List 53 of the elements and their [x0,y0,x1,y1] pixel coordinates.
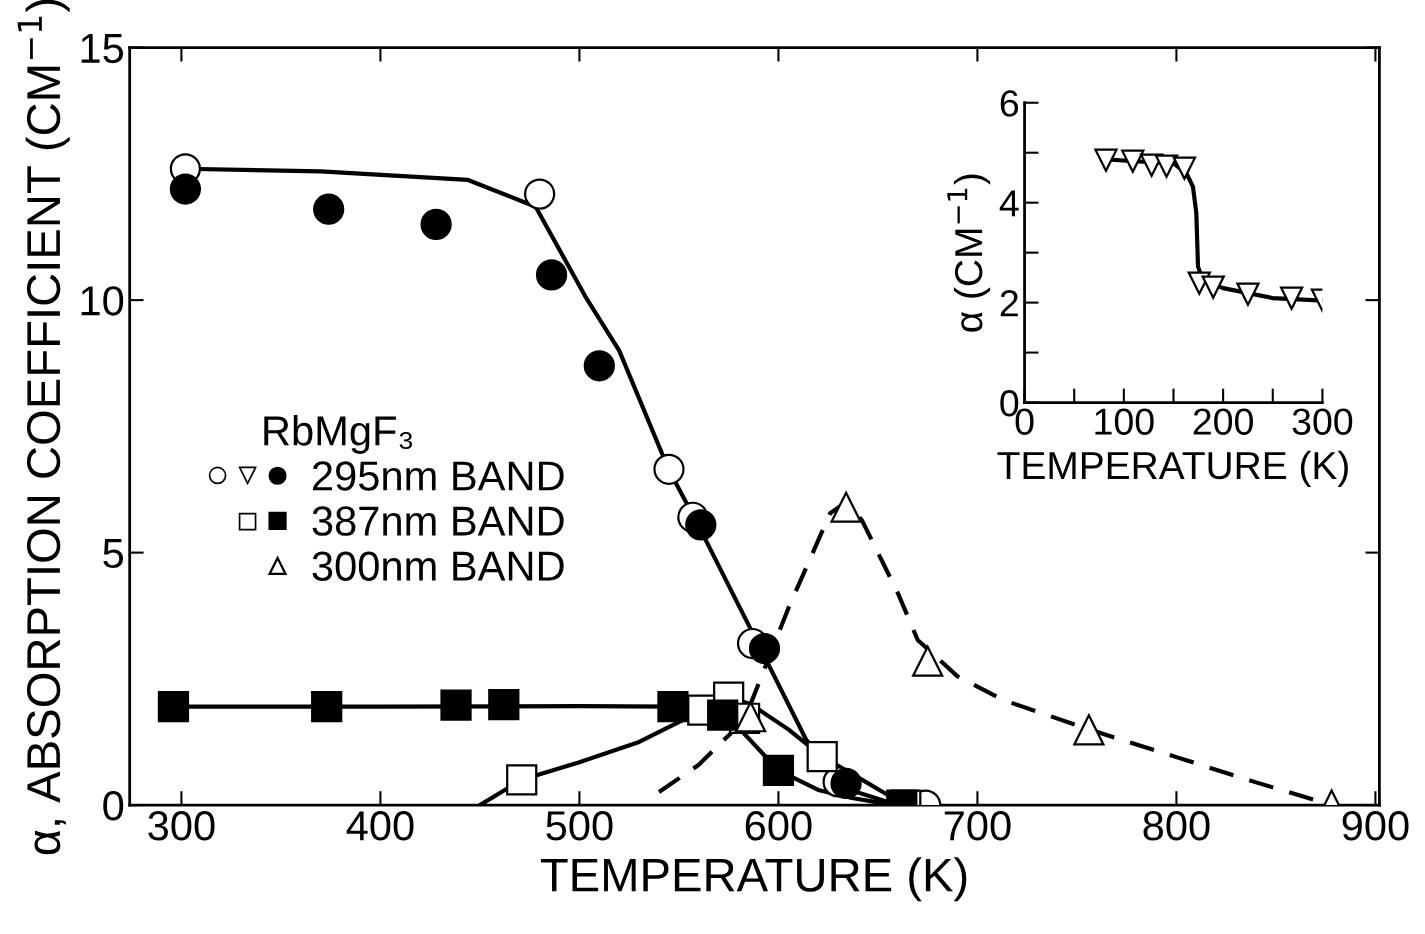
y-tick-label: 4 [999,190,1019,217]
legend-label: 295nm BAND [313,461,564,491]
x-tick-label: 200 [1193,408,1253,435]
y-tick-label: 10 [81,286,124,316]
point [157,691,190,723]
y-tick-label: 5 [103,539,124,569]
point [685,509,717,541]
x-axis-title: TEMPERATURE (K) [540,857,967,902]
x-tick-label: 600 [745,811,812,841]
y-axis-title: α (CM$^{−1}$) [947,174,991,332]
legend-label: 300nm BAND [312,551,564,581]
point [657,691,689,723]
point [535,259,568,291]
point [506,764,538,796]
point [440,689,472,721]
point [734,701,767,733]
x-tick-label: 700 [944,811,1011,841]
y-axis-title: α, ABSORPTION COEFFICIENT (CM$^{−1}$) [17,0,70,855]
point [583,350,615,382]
point [830,767,862,800]
point [653,453,685,485]
point [1073,714,1105,746]
point [311,691,343,723]
point [313,193,345,225]
x-tick-label: 100 [1095,408,1154,435]
point [488,688,520,721]
y-tick-label: 0 [103,791,124,821]
point [420,208,452,240]
point [707,699,739,731]
y-tick-label: 2 [1000,290,1018,317]
x-axis-title: TEMPERATURE (K) [997,450,1348,487]
point [1201,275,1225,299]
x-tick-label: 400 [346,811,414,841]
point [762,754,795,786]
point [1236,282,1260,306]
x-tick-label: 300 [1292,408,1353,435]
x-tick-label: 500 [546,811,613,841]
point [1094,148,1118,172]
point [1279,286,1304,310]
y-tick-label: 6 [1000,90,1019,117]
legend-title: RbMgF₃ [264,415,413,454]
x-tick-label: 900 [1342,811,1409,841]
point [806,741,838,773]
point [169,173,202,205]
legend-label: 387nm BAND [312,506,564,536]
x-tick-label: 800 [1143,811,1210,841]
point [1172,156,1197,180]
point [1121,149,1145,173]
point [830,491,862,523]
point [748,632,781,665]
y-tick-label: 15 [81,34,124,64]
point [1154,154,1179,178]
x-tick-label: 300 [148,811,215,841]
